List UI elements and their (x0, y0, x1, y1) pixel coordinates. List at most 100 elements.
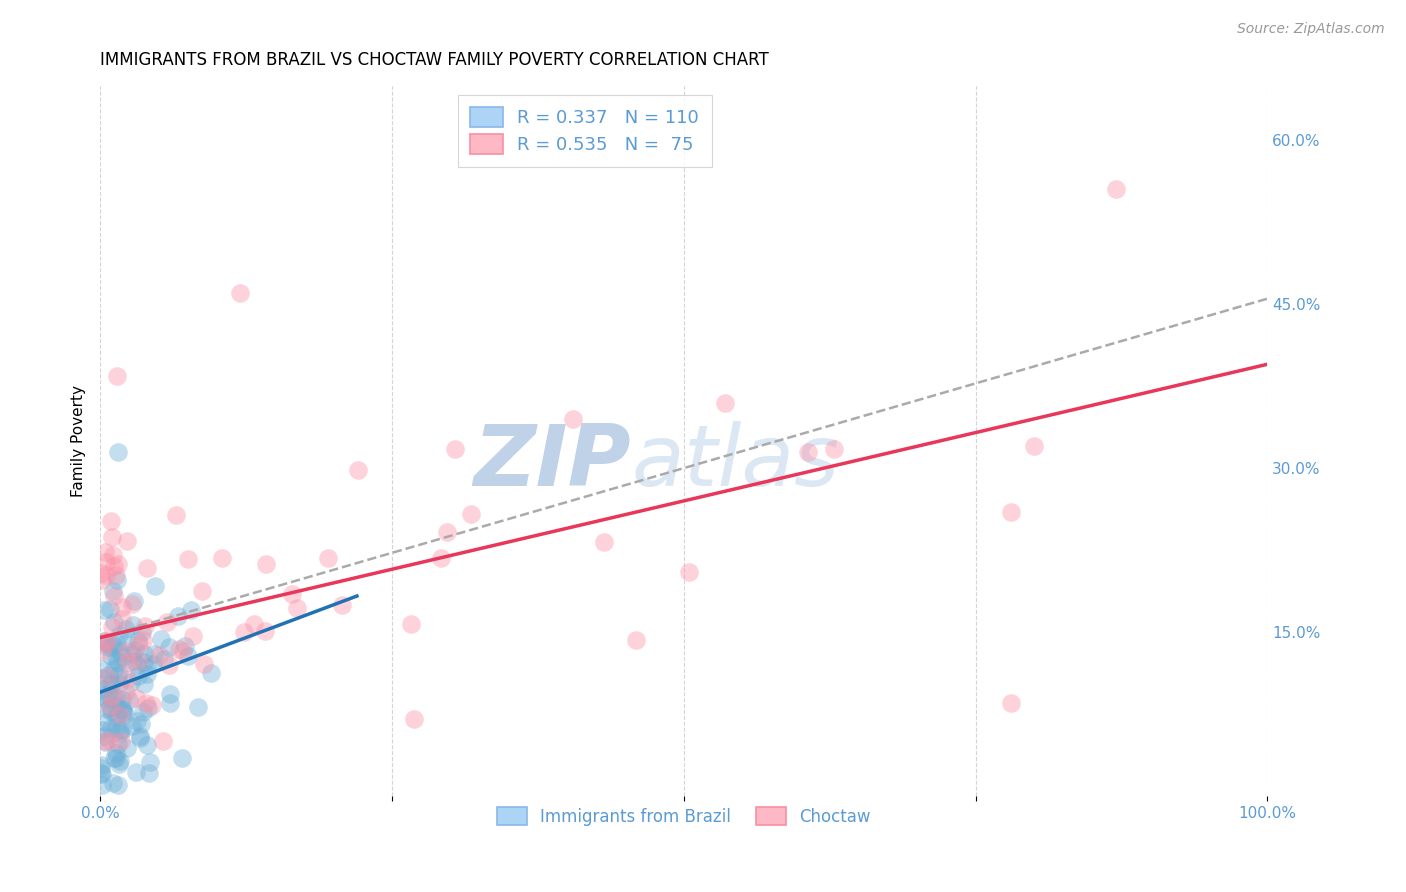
Point (105, 746, 128, 760)
Point (347, 463, 370, 477)
Point (104, 691, 127, 706)
Point (562, 412, 585, 426)
Point (436, 525, 458, 540)
Point (135, 560, 157, 574)
Point (593, 534, 616, 549)
Point (127, 658, 149, 673)
Point (107, 707, 129, 722)
Point (232, 625, 254, 640)
Point (121, 597, 143, 611)
Point (149, 632, 172, 646)
Text: ZIP: ZIP (474, 421, 631, 504)
Point (91, 682, 114, 697)
Point (94, 568, 117, 582)
Point (98, 698, 121, 713)
Point (122, 654, 145, 668)
Point (253, 624, 276, 639)
Point (1000, 696, 1022, 710)
Point (93, 729, 115, 743)
Point (90, 757, 112, 772)
Point (148, 648, 170, 663)
Point (128, 729, 150, 743)
Point (114, 706, 136, 721)
Point (131, 625, 153, 640)
Point (100, 690, 122, 705)
Point (94, 636, 117, 650)
Point (177, 552, 200, 566)
Point (98, 734, 121, 748)
Point (122, 618, 145, 632)
Point (105, 368, 128, 383)
Point (100, 649, 122, 664)
Point (143, 578, 166, 592)
Point (111, 612, 134, 626)
Point (104, 720, 127, 734)
Point (107, 655, 129, 669)
Point (142, 657, 165, 671)
Point (243, 616, 266, 631)
Point (93, 634, 115, 648)
Point (1000, 505, 1022, 519)
Point (110, 754, 132, 768)
Point (176, 648, 198, 663)
Point (107, 737, 129, 751)
Point (100, 721, 122, 735)
Point (112, 703, 135, 717)
Point (107, 778, 129, 792)
Point (132, 705, 155, 719)
Point (108, 665, 131, 680)
Point (90, 662, 112, 676)
Point (180, 603, 202, 617)
Point (104, 698, 127, 713)
Point (91, 689, 114, 703)
Point (127, 633, 149, 648)
Point (111, 599, 134, 614)
Point (132, 655, 155, 669)
Point (125, 765, 148, 780)
Point (105, 653, 128, 667)
Point (91, 778, 114, 792)
Point (115, 634, 138, 648)
Point (318, 550, 340, 565)
Point (280, 587, 302, 601)
Point (96, 670, 118, 684)
Point (90, 566, 112, 581)
Point (108, 645, 131, 659)
Point (120, 674, 142, 689)
Point (103, 548, 125, 562)
Point (96, 702, 118, 716)
Point (135, 660, 157, 674)
Point (100, 640, 122, 654)
Point (129, 717, 152, 731)
Point (128, 637, 150, 651)
Point (111, 702, 134, 716)
Point (229, 286, 252, 301)
Point (187, 699, 209, 714)
Point (128, 654, 150, 668)
Point (103, 662, 125, 676)
Point (108, 628, 131, 642)
Point (100, 705, 122, 719)
Point (105, 568, 128, 582)
Point (125, 690, 148, 705)
Point (678, 565, 700, 579)
Point (107, 677, 129, 691)
Point (115, 622, 138, 636)
Point (429, 551, 451, 566)
Point (134, 618, 156, 632)
Point (134, 677, 156, 691)
Point (115, 685, 138, 699)
Point (107, 558, 129, 572)
Point (167, 642, 190, 657)
Point (108, 708, 131, 723)
Point (399, 617, 422, 632)
Point (124, 643, 146, 657)
Text: Source: ZipAtlas.com: Source: ZipAtlas.com (1237, 22, 1385, 37)
Point (141, 698, 163, 712)
Point (108, 723, 131, 738)
Point (107, 637, 129, 651)
Point (181, 629, 204, 643)
Point (117, 655, 139, 669)
Point (135, 739, 157, 753)
Point (107, 669, 129, 683)
